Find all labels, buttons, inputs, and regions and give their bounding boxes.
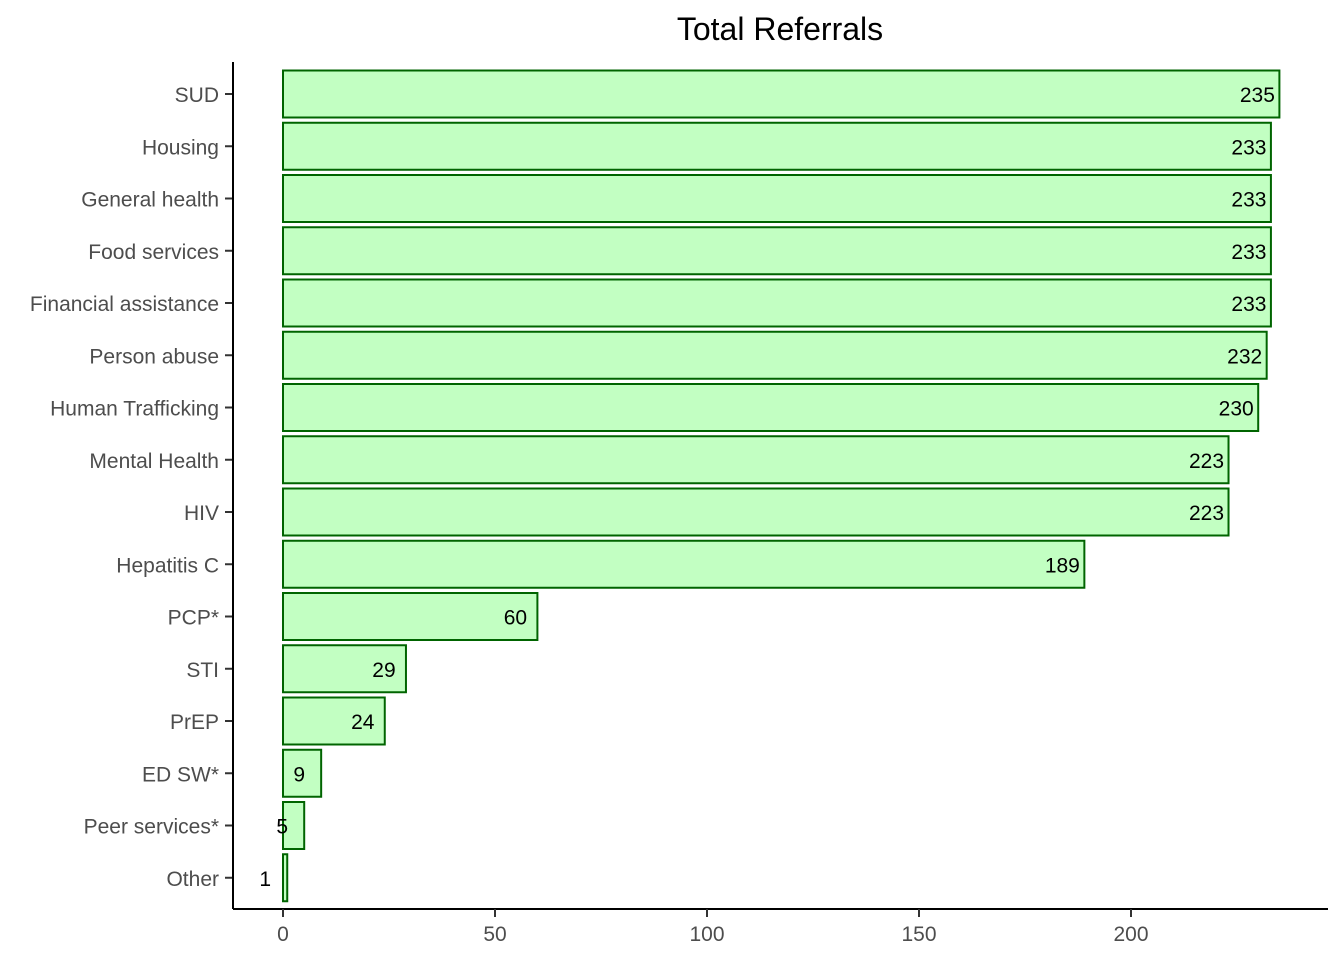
bars-layer bbox=[282, 69, 1281, 903]
data-label-14: 5 bbox=[276, 816, 288, 839]
data-label-11: 29 bbox=[372, 659, 395, 682]
bar-15 bbox=[282, 853, 289, 903]
x-tick-label-1: 50 bbox=[483, 923, 506, 946]
y-tick-label-12: PrEP bbox=[170, 711, 219, 734]
y-tick-label-0: SUD bbox=[175, 84, 219, 107]
x-tick-label-3: 150 bbox=[901, 923, 936, 946]
y-tick-label-15: Other bbox=[166, 868, 219, 891]
chart-title: Total Referrals bbox=[677, 11, 883, 47]
y-tick-label-7: Mental Health bbox=[89, 450, 219, 473]
data-label-0: 235 bbox=[1240, 84, 1275, 107]
bar-9 bbox=[282, 539, 1086, 589]
y-tick-label-4: Financial assistance bbox=[30, 293, 219, 316]
bar-4 bbox=[282, 278, 1272, 328]
data-label-7: 223 bbox=[1189, 450, 1224, 473]
bar-0 bbox=[282, 69, 1281, 119]
y-tick-label-1: Housing bbox=[142, 136, 219, 159]
bar-8 bbox=[282, 487, 1230, 537]
data-label-3: 233 bbox=[1231, 241, 1266, 264]
bar-6 bbox=[282, 383, 1260, 432]
x-tick-label-2: 100 bbox=[689, 923, 724, 946]
bar-10 bbox=[282, 592, 539, 641]
x-tick-label-0: 0 bbox=[277, 923, 289, 946]
data-labels-layer: 235 233 233 233 233 232 230 223 223 189 60 29 24 9 5 1 bbox=[259, 84, 1275, 891]
bar-12 bbox=[282, 696, 386, 746]
bar-3 bbox=[282, 226, 1272, 276]
bar-11 bbox=[282, 644, 407, 694]
data-label-12: 24 bbox=[351, 711, 375, 734]
x-axis: 0 50 100 150 200 bbox=[233, 908, 1328, 946]
y-tick-label-2: General health bbox=[81, 189, 219, 212]
data-label-10: 60 bbox=[504, 607, 527, 630]
data-label-8: 223 bbox=[1189, 502, 1224, 525]
y-tick-label-11: STI bbox=[186, 659, 219, 682]
bar-2 bbox=[282, 174, 1272, 223]
y-tick-label-5: Person abuse bbox=[89, 345, 219, 368]
data-label-9: 189 bbox=[1045, 554, 1080, 577]
data-label-2: 233 bbox=[1231, 189, 1266, 212]
data-label-1: 233 bbox=[1231, 136, 1266, 159]
y-tick-label-3: Food services bbox=[88, 241, 219, 264]
bar-1 bbox=[282, 121, 1272, 171]
y-tick-label-9: Hepatitis C bbox=[116, 554, 219, 577]
y-tick-label-8: HIV bbox=[184, 502, 219, 525]
bar-7 bbox=[282, 435, 1230, 485]
data-label-6: 230 bbox=[1219, 398, 1254, 421]
y-tick-label-14: Peer services* bbox=[84, 816, 219, 839]
bar-14 bbox=[282, 801, 306, 850]
y-tick-label-6: Human Trafficking bbox=[50, 398, 219, 421]
bar-5 bbox=[282, 330, 1268, 380]
y-axis: SUD Housing General health Food services Fin… bbox=[30, 62, 234, 909]
data-label-13: 9 bbox=[293, 763, 305, 786]
data-label-4: 233 bbox=[1231, 293, 1266, 316]
y-tick-label-10: PCP* bbox=[168, 607, 219, 630]
y-tick-label-13: ED SW* bbox=[142, 763, 219, 786]
data-label-15: 1 bbox=[259, 868, 271, 891]
data-label-5: 232 bbox=[1227, 345, 1262, 368]
bar-13 bbox=[282, 748, 323, 798]
x-tick-label-4: 200 bbox=[1113, 923, 1148, 946]
